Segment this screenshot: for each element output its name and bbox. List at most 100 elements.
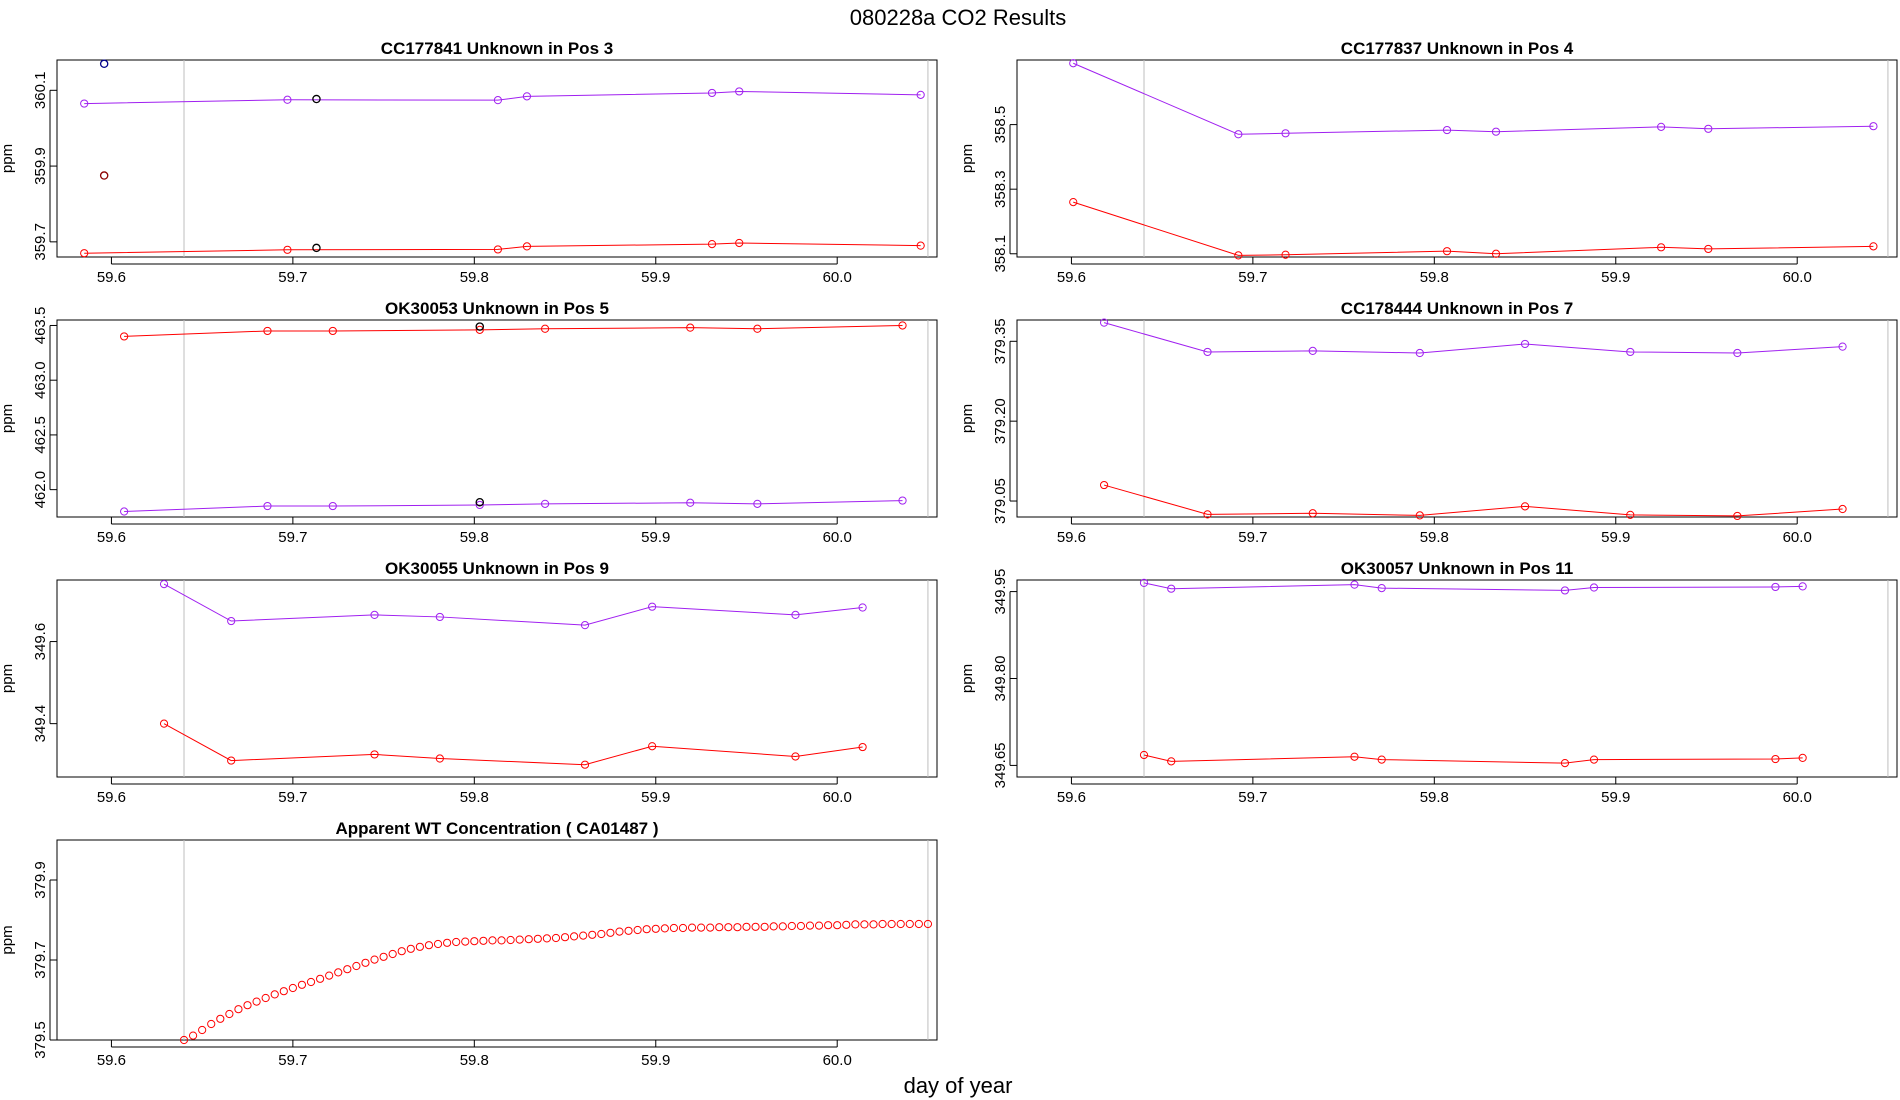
data-point — [858, 742, 867, 752]
data-point — [1415, 348, 1424, 358]
x-tick-label: 59.7 — [278, 529, 307, 546]
data-point — [1869, 122, 1878, 131]
y-tick-label: 379.05 — [992, 478, 1009, 524]
data-point — [1838, 504, 1847, 514]
data-point — [1069, 59, 1078, 68]
data-point — [479, 936, 488, 945]
data-point — [1657, 122, 1666, 131]
x-tick-label: 59.6 — [97, 789, 126, 806]
data-point — [923, 919, 933, 929]
data-point — [814, 921, 824, 930]
y-axis-label: ppm — [0, 404, 16, 433]
data-point — [1798, 582, 1807, 591]
data-point — [207, 1019, 216, 1029]
flagged-point — [475, 322, 485, 331]
chart-panel: CC177841 Unknown in Pos 3 59.6 59.7 59.8 59.… — [0, 39, 938, 286]
data-point — [1771, 754, 1780, 764]
plot-frame — [1016, 59, 1898, 258]
series-line — [84, 90, 921, 105]
data-point — [1167, 757, 1176, 766]
plot-frame — [56, 579, 938, 778]
data-point — [898, 321, 907, 330]
x-tick-label: 59.9 — [641, 269, 670, 286]
data-point — [1350, 580, 1359, 589]
data-point — [506, 935, 515, 945]
data-point — [435, 612, 444, 622]
data-point — [753, 324, 762, 333]
data-point — [787, 921, 796, 931]
data-point — [388, 949, 397, 959]
data-point — [540, 499, 550, 508]
data-point — [227, 756, 236, 765]
y-tick-label: 358.1 — [992, 235, 1009, 273]
y-tick-label: 349.95 — [992, 569, 1009, 615]
data-point — [433, 939, 443, 949]
data-point — [1069, 197, 1078, 207]
data-point — [733, 923, 742, 932]
data-point — [842, 920, 851, 929]
data-point — [751, 922, 760, 931]
x-tick-label: 60.0 — [1783, 789, 1812, 806]
y-axis-label: ppm — [959, 664, 976, 693]
data-point — [796, 921, 806, 931]
data-point — [905, 919, 914, 929]
data-point — [1281, 250, 1290, 259]
data-point — [1520, 502, 1530, 511]
data-point — [370, 610, 379, 619]
data-point — [896, 919, 905, 929]
data-point — [1491, 249, 1501, 258]
flagged-point — [312, 243, 321, 253]
data-point — [515, 935, 524, 944]
data-point — [1704, 124, 1713, 133]
data-point — [1308, 346, 1317, 355]
x-tick-label: 59.6 — [97, 269, 126, 286]
x-tick-label: 59.9 — [641, 789, 670, 806]
x-tick-label: 59.8 — [460, 789, 489, 806]
y-tick-label: 358.3 — [992, 170, 1009, 208]
data-point — [415, 942, 424, 951]
data-point — [778, 922, 787, 931]
data-point — [540, 324, 550, 333]
data-point — [651, 924, 660, 933]
data-point — [227, 616, 236, 626]
y-tick-label: 349.6 — [32, 623, 49, 661]
y-tick-label: 463.5 — [32, 307, 49, 345]
y-axis-label: ppm — [959, 144, 976, 173]
data-point — [851, 920, 860, 929]
y-axis-label: ppm — [0, 144, 16, 173]
data-point — [1798, 753, 1807, 762]
data-point — [678, 923, 688, 933]
data-point — [898, 496, 907, 505]
data-point — [642, 925, 651, 934]
data-point — [648, 742, 657, 751]
data-point — [724, 923, 733, 932]
x-tick-label: 60.0 — [823, 529, 852, 546]
x-tick-label: 59.9 — [1601, 529, 1630, 546]
flagged-point — [475, 497, 485, 507]
data-point — [234, 1005, 243, 1014]
y-tick-label: 379.9 — [32, 861, 49, 899]
plot-frame — [1016, 579, 1898, 778]
x-tick-label: 59.7 — [278, 269, 307, 286]
data-point — [1626, 510, 1635, 519]
data-point — [216, 1014, 225, 1023]
x-tick-label: 59.8 — [460, 529, 489, 546]
data-point — [916, 90, 925, 99]
data-point — [660, 924, 669, 933]
data-point — [1771, 582, 1780, 592]
data-point — [1838, 342, 1847, 351]
series-line — [1073, 62, 1874, 135]
data-point — [470, 937, 479, 946]
data-point — [588, 930, 597, 939]
x-tick-label: 59.7 — [1238, 789, 1267, 806]
data-point — [352, 961, 361, 971]
data-point — [306, 977, 316, 987]
data-point — [524, 935, 533, 944]
data-point — [370, 750, 379, 759]
data-point — [120, 507, 129, 516]
x-tick-label: 60.0 — [1783, 269, 1812, 286]
data-point — [1520, 339, 1530, 349]
data-point — [824, 921, 833, 930]
data-point — [1626, 347, 1635, 357]
data-point — [560, 933, 570, 942]
